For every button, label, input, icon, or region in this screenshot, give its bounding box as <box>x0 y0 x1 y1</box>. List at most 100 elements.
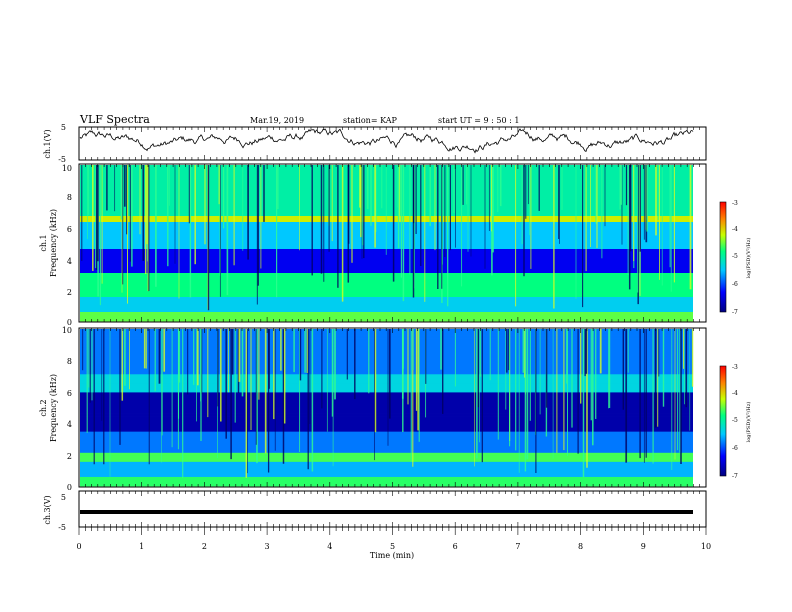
spectrogram-band <box>80 458 693 463</box>
figure-title: VLF Spectra <box>79 113 150 126</box>
spectrogram-band <box>80 267 693 271</box>
ch3-ytick-min: -5 <box>58 523 66 532</box>
spectrogram-band <box>80 297 693 301</box>
spectrogram-band <box>80 261 693 265</box>
ch1-ylabel-channel: ch.1 <box>39 234 48 251</box>
spectrogram-band <box>80 479 693 484</box>
spectrogram-band <box>80 374 693 378</box>
spectrogram-band <box>80 386 693 390</box>
spectrogram-band <box>80 464 693 469</box>
ch2-cb-tick-7: -7 <box>732 473 738 480</box>
ch1-spectrogram-panel: 0 2 4 6 8 10 ch.1 Frequency (kHz) -3 -4 … <box>39 163 752 327</box>
spectrogram-band <box>80 461 693 466</box>
spectrogram-band <box>80 434 693 439</box>
xtick-7: 7 <box>515 542 520 551</box>
xtick-10: 10 <box>701 542 711 551</box>
ch1-ytick-max: 5 <box>61 123 66 132</box>
ch1-ytick-2: 2 <box>67 288 72 297</box>
spectrogram-band <box>80 395 693 399</box>
ch2-cb-tick-5: -5 <box>732 417 738 424</box>
ch1-cb-tick-3: -3 <box>732 200 738 207</box>
spectrogram-band <box>80 476 693 481</box>
spectrogram-band <box>80 332 693 336</box>
spectrogram-band <box>80 291 693 295</box>
ch1-ytick-10: 10 <box>62 164 72 173</box>
spectrogram-band <box>80 452 693 457</box>
ch1-ytick-0: 0 <box>67 318 72 327</box>
spectrogram-band <box>80 413 693 417</box>
station-label: station= KAP <box>343 116 398 125</box>
ch1-cb-tick-7: -7 <box>732 309 738 316</box>
ch2-spectrogram-panel: 0 2 4 6 8 10 ch.2 Frequency (kHz) -3 -4 … <box>39 326 752 492</box>
axis-ticks <box>78 127 707 535</box>
spectrogram-band <box>80 407 693 411</box>
ch2-ytick-10: 10 <box>62 326 72 335</box>
spectrogram-band <box>80 350 693 354</box>
ch1-cb-tick-4: -4 <box>732 226 738 233</box>
spectrogram-band <box>80 401 693 405</box>
spectrogram-band <box>80 356 693 360</box>
spectrogram-band <box>80 383 693 387</box>
xtick-2: 2 <box>202 542 207 551</box>
spectrogram-band <box>80 392 693 396</box>
spectrogram-band <box>80 431 693 436</box>
ch2-cb-tick-6: -6 <box>732 445 738 452</box>
ch1-cb-tick-5: -5 <box>732 253 738 260</box>
ch2-ytick-2: 2 <box>67 452 72 461</box>
ch1-colorbar-label: log(PSD)(V²/Hz) <box>745 238 752 279</box>
ch1-ytick-8: 8 <box>67 193 72 202</box>
spectrogram-band <box>80 309 693 313</box>
spectrogram-band <box>80 276 693 280</box>
ch2-colorbar <box>719 365 727 477</box>
ch1-ytick-6: 6 <box>67 225 72 234</box>
spectrogram-band <box>80 315 693 319</box>
ch3-ytick-max: 5 <box>61 493 66 502</box>
x-axis-label: Time (min) <box>370 551 414 560</box>
spectrogram-band <box>80 428 693 433</box>
spectrogram-band <box>80 306 693 310</box>
xtick-1: 1 <box>139 542 144 551</box>
ch2-ytick-4: 4 <box>67 420 72 429</box>
spectrogram-band <box>80 294 693 298</box>
spectrogram-band <box>80 341 693 345</box>
ch2-ytick-8: 8 <box>67 357 72 366</box>
spectrogram-band <box>80 273 693 277</box>
spectrogram-band <box>80 443 693 448</box>
spectrogram-band <box>80 440 693 445</box>
spectrogram-band <box>80 377 693 381</box>
spectrogram-band <box>80 455 693 460</box>
spectrogram-band <box>80 470 693 475</box>
spectrogram-band <box>80 303 693 307</box>
spectrogram-band <box>80 404 693 408</box>
spectrogram-band <box>80 446 693 451</box>
spectrogram-band <box>80 279 693 283</box>
spectrogram-band <box>80 347 693 351</box>
spectrogram-band <box>80 300 693 304</box>
ch1-ytick-min: -5 <box>58 155 66 164</box>
ch2-ytick-0: 0 <box>67 483 72 492</box>
spectrogram-band <box>80 282 693 286</box>
spectrogram-band <box>80 416 693 420</box>
ch2-ylabel-frequency: Frequency (kHz) <box>49 374 58 442</box>
spectrogram-band <box>80 359 693 363</box>
spectrogram-band <box>80 362 693 366</box>
ch2-colorbar-label: log(PSD)(V²/Hz) <box>745 402 752 443</box>
ch3-ylabel: ch.3(V) <box>43 495 52 524</box>
spectrogram-band <box>80 419 693 423</box>
spectrogram-band <box>80 335 693 339</box>
ch1-colorbar <box>719 201 727 313</box>
spectrogram-band <box>80 389 693 393</box>
spectrogram-band <box>80 285 693 289</box>
xtick-4: 4 <box>327 542 332 551</box>
spectrogram-band <box>80 288 693 292</box>
ch2-spectrogram-image <box>80 329 694 487</box>
ch1-waveform-line <box>79 128 694 154</box>
spectrogram-band <box>80 371 693 375</box>
spectrogram-band <box>80 312 693 316</box>
xtick-3: 3 <box>265 542 270 551</box>
spectrogram-band <box>80 365 693 369</box>
spectrogram-band <box>80 473 693 478</box>
xtick-0: 0 <box>76 542 81 551</box>
spectrogram-band <box>80 425 693 430</box>
